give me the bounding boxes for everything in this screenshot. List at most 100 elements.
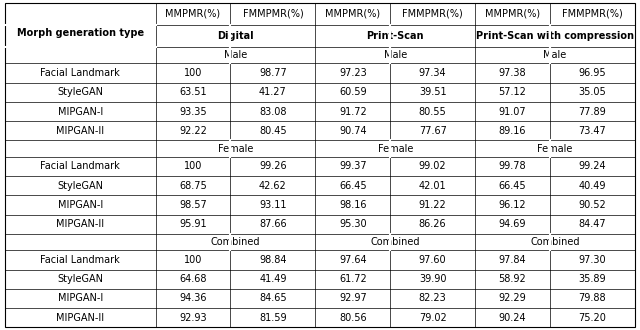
Text: 99.78: 99.78 [499,161,526,172]
Text: 60.59: 60.59 [339,87,367,97]
Text: FMMPMR(%): FMMPMR(%) [243,9,303,19]
Text: Male: Male [224,50,247,60]
Text: 35.05: 35.05 [579,87,606,97]
Text: 79.02: 79.02 [419,313,447,323]
Text: Female: Female [218,144,253,154]
Text: Combined: Combined [371,237,420,247]
Text: Print-Scan: Print-Scan [367,31,424,41]
Text: 97.34: 97.34 [419,68,447,78]
Text: 92.97: 92.97 [339,293,367,304]
Text: 83.08: 83.08 [259,107,287,116]
Text: 84.65: 84.65 [259,293,287,304]
Text: StyleGAN: StyleGAN [58,274,104,284]
Text: MMPMR(%): MMPMR(%) [325,9,380,19]
Text: MMPMR(%): MMPMR(%) [485,9,540,19]
Text: 97.30: 97.30 [579,255,606,265]
Text: 100: 100 [184,68,202,78]
Text: Facial Landmark: Facial Landmark [40,161,120,172]
Text: 42.01: 42.01 [419,181,447,191]
Text: MMPMR(%): MMPMR(%) [166,9,221,19]
Text: MIPGAN-II: MIPGAN-II [56,219,104,229]
Text: 58.92: 58.92 [499,274,527,284]
Text: 98.57: 98.57 [179,200,207,210]
Text: Combined: Combined [531,237,580,247]
Text: 93.35: 93.35 [179,107,207,116]
Text: 99.24: 99.24 [579,161,606,172]
Text: MIPGAN-I: MIPGAN-I [58,107,103,116]
Text: 92.29: 92.29 [499,293,527,304]
Text: 97.84: 97.84 [499,255,526,265]
Text: 96.12: 96.12 [499,200,526,210]
Text: 97.38: 97.38 [499,68,526,78]
Text: 92.22: 92.22 [179,126,207,136]
Text: 99.37: 99.37 [339,161,367,172]
Text: 91.72: 91.72 [339,107,367,116]
Text: 96.95: 96.95 [579,68,606,78]
Text: 100: 100 [184,255,202,265]
Text: 98.16: 98.16 [339,200,367,210]
Text: 80.56: 80.56 [339,313,367,323]
Text: 91.22: 91.22 [419,200,447,210]
Text: 99.02: 99.02 [419,161,447,172]
Text: 81.59: 81.59 [259,313,287,323]
Text: 90.74: 90.74 [339,126,367,136]
Text: 39.90: 39.90 [419,274,447,284]
Text: 84.47: 84.47 [579,219,606,229]
Text: 75.20: 75.20 [579,313,606,323]
Text: 92.93: 92.93 [179,313,207,323]
Text: 73.47: 73.47 [579,126,606,136]
Text: 63.51: 63.51 [179,87,207,97]
Text: Female: Female [378,144,413,154]
Text: 97.60: 97.60 [419,255,447,265]
Text: 90.24: 90.24 [499,313,526,323]
Text: 80.55: 80.55 [419,107,447,116]
Text: 86.26: 86.26 [419,219,447,229]
Text: 68.75: 68.75 [179,181,207,191]
Text: 90.52: 90.52 [579,200,606,210]
Text: 79.88: 79.88 [579,293,606,304]
Text: Facial Landmark: Facial Landmark [40,68,120,78]
Text: 82.23: 82.23 [419,293,447,304]
Text: 98.77: 98.77 [259,68,287,78]
Text: 35.89: 35.89 [579,274,606,284]
Text: Facial Landmark: Facial Landmark [40,255,120,265]
Text: Digital: Digital [217,31,254,41]
Text: 40.49: 40.49 [579,181,606,191]
Text: 41.49: 41.49 [259,274,287,284]
Text: Male: Male [383,50,407,60]
Text: 39.51: 39.51 [419,87,447,97]
Text: 95.30: 95.30 [339,219,367,229]
Text: MIPGAN-II: MIPGAN-II [56,313,104,323]
Text: 89.16: 89.16 [499,126,526,136]
Text: 42.62: 42.62 [259,181,287,191]
Text: 91.07: 91.07 [499,107,526,116]
Text: 64.68: 64.68 [179,274,207,284]
Text: Print-Scan with compression: Print-Scan with compression [476,31,634,41]
Text: FMMPMR(%): FMMPMR(%) [403,9,463,19]
Text: 94.36: 94.36 [179,293,207,304]
Text: 93.11: 93.11 [259,200,287,210]
Text: MIPGAN-II: MIPGAN-II [56,126,104,136]
Text: 77.67: 77.67 [419,126,447,136]
Text: MIPGAN-I: MIPGAN-I [58,200,103,210]
Text: Morph generation type: Morph generation type [17,28,144,38]
Text: 97.64: 97.64 [339,255,367,265]
Text: Female: Female [538,144,573,154]
Text: 99.26: 99.26 [259,161,287,172]
Text: MIPGAN-I: MIPGAN-I [58,293,103,304]
Text: 97.23: 97.23 [339,68,367,78]
Text: 66.45: 66.45 [499,181,526,191]
Text: 77.89: 77.89 [579,107,606,116]
Text: 100: 100 [184,161,202,172]
Text: 61.72: 61.72 [339,274,367,284]
Text: 41.27: 41.27 [259,87,287,97]
Text: 87.66: 87.66 [259,219,287,229]
Text: StyleGAN: StyleGAN [58,181,104,191]
Text: 95.91: 95.91 [179,219,207,229]
Text: 98.84: 98.84 [259,255,287,265]
Text: Combined: Combined [211,237,260,247]
Text: StyleGAN: StyleGAN [58,87,104,97]
Text: 57.12: 57.12 [499,87,527,97]
Text: 80.45: 80.45 [259,126,287,136]
Text: 94.69: 94.69 [499,219,526,229]
